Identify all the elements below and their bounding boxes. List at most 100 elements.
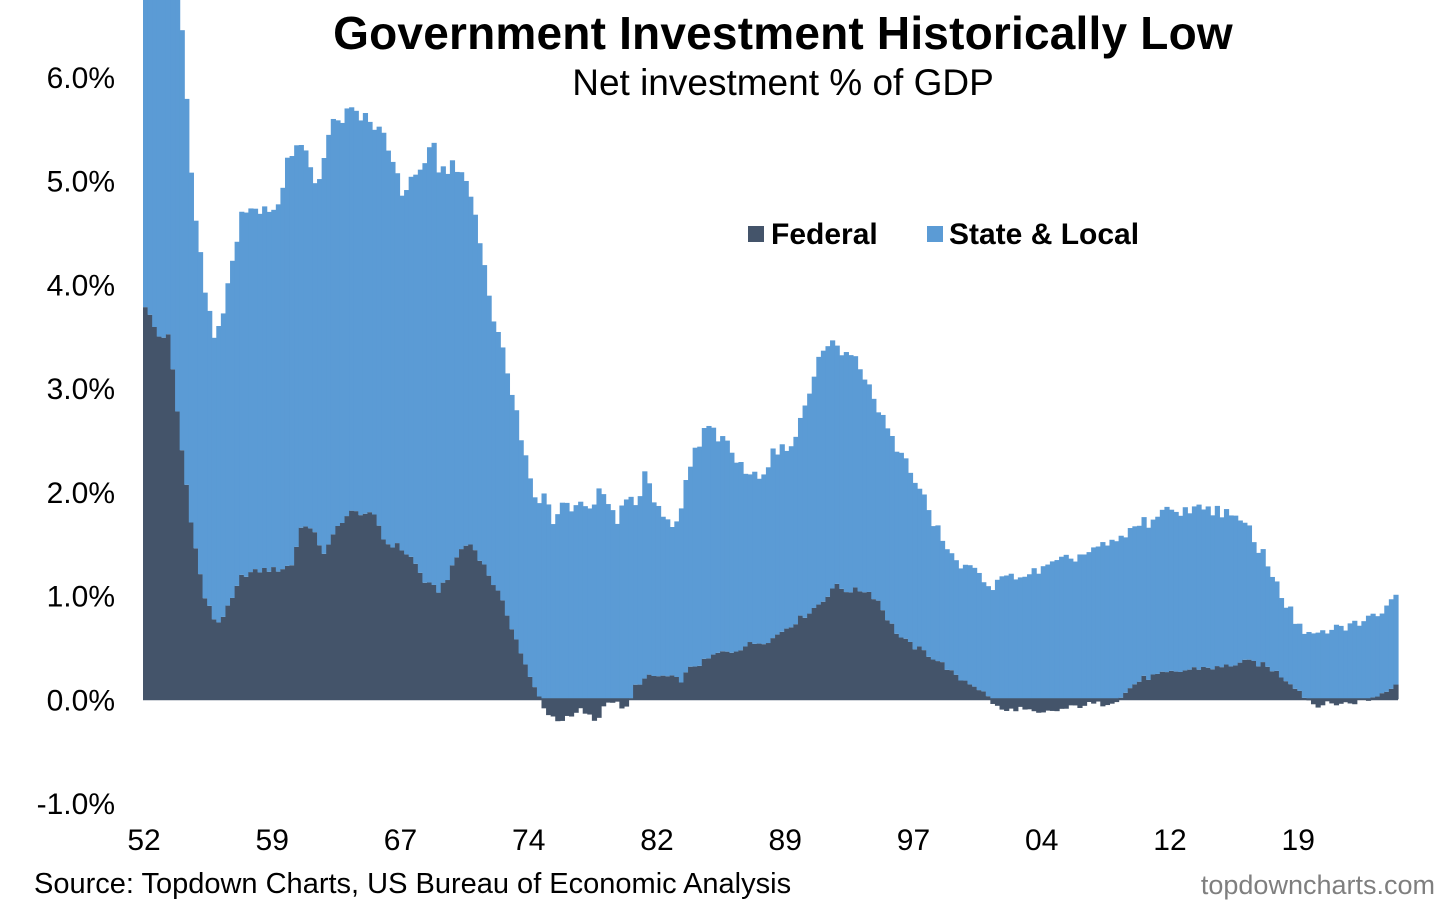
state-local-bar xyxy=(1384,605,1390,692)
state-local-bar xyxy=(958,568,964,681)
state-local-bar xyxy=(976,572,982,691)
source-note: Source: Topdown Charts, US Bureau of Eco… xyxy=(34,868,792,900)
state-local-bar xyxy=(972,567,978,687)
state-local-bar xyxy=(211,337,217,620)
state-local-bar xyxy=(381,132,387,540)
state-local-bar xyxy=(243,212,249,577)
federal-bar xyxy=(362,513,369,700)
state-local-bar xyxy=(1086,552,1092,700)
state-local-bar xyxy=(1219,517,1225,668)
federal-bar xyxy=(972,686,978,700)
state-local-bar xyxy=(1256,552,1262,667)
state-local-bar xyxy=(935,525,941,662)
state-local-bar xyxy=(898,452,904,638)
federal-bar xyxy=(1219,667,1225,700)
federal-bar xyxy=(1379,693,1385,700)
state-local-bar xyxy=(147,0,153,315)
state-local-bar xyxy=(504,373,511,616)
federal-bar xyxy=(852,587,859,700)
state-local-bar xyxy=(637,496,643,685)
federal-bar xyxy=(642,678,648,700)
state-local-bar xyxy=(486,295,492,576)
state-local-bar xyxy=(170,0,176,370)
state-local-bar xyxy=(459,172,465,550)
state-local-bar xyxy=(1320,630,1326,700)
state-local-bar xyxy=(1260,549,1266,663)
federal-bar xyxy=(1086,699,1092,702)
federal-bar xyxy=(655,676,662,700)
federal-bar xyxy=(775,634,781,700)
state-local-bar xyxy=(797,417,804,616)
state-local-bar xyxy=(1022,576,1028,700)
state-local-bar xyxy=(1132,526,1138,685)
federal-bar xyxy=(660,675,666,700)
federal-bar xyxy=(921,650,927,700)
federal-bar xyxy=(550,699,556,717)
state-local-bar xyxy=(303,150,309,527)
federal-bar xyxy=(275,571,282,700)
x-tick-label: 12 xyxy=(1153,824,1186,857)
state-local-bar xyxy=(1278,598,1285,678)
federal-bar xyxy=(747,642,753,700)
state-local-bar xyxy=(770,448,776,639)
state-local-bar xyxy=(1297,623,1303,691)
state-local-bar xyxy=(1251,542,1257,662)
federal-bar xyxy=(280,569,286,700)
state-local-bar xyxy=(564,502,570,700)
federal-bar xyxy=(298,527,304,700)
federal-bar xyxy=(999,699,1005,710)
state-local-bar xyxy=(1274,581,1280,671)
state-local-bar xyxy=(523,455,529,665)
state-local-bar xyxy=(514,410,520,640)
state-local-bar xyxy=(266,211,272,572)
federal-bar xyxy=(752,643,758,700)
federal-bar xyxy=(903,638,909,700)
state-local-bar xyxy=(207,310,213,606)
federal-bar xyxy=(399,550,405,700)
federal-bar xyxy=(665,676,671,700)
state-local-bar xyxy=(862,379,868,593)
legend-label-state-local: State & Local xyxy=(949,218,1139,251)
state-local-bar xyxy=(1049,561,1056,700)
state-local-bar xyxy=(1347,623,1353,700)
federal-bar xyxy=(1164,672,1170,700)
federal-bar xyxy=(729,652,735,700)
state-local-bar xyxy=(1205,506,1211,668)
state-local-bar xyxy=(1036,573,1042,700)
y-tick-label: 0.0% xyxy=(47,684,115,717)
state-local-bar xyxy=(1159,509,1165,672)
federal-bar xyxy=(468,544,474,700)
federal-bar xyxy=(637,684,643,700)
state-local-bar xyxy=(811,376,817,608)
state-local-bar xyxy=(683,480,689,673)
federal-bar xyxy=(907,641,914,700)
state-local-bar xyxy=(1164,506,1170,673)
state-local-bar xyxy=(385,150,391,545)
state-local-bar xyxy=(1375,616,1381,697)
state-local-bar xyxy=(1237,520,1243,663)
federal-bar xyxy=(1027,699,1033,710)
state-local-bar xyxy=(1182,507,1188,671)
state-local-bar xyxy=(298,144,304,528)
state-local-bar xyxy=(362,113,369,514)
state-local-bar xyxy=(271,209,277,568)
state-local-bar xyxy=(491,321,497,586)
federal-bar xyxy=(248,572,254,700)
state-local-bar xyxy=(1123,537,1129,693)
federal-bar xyxy=(211,619,217,700)
state-local-bar xyxy=(1329,629,1335,700)
state-local-bar xyxy=(1210,515,1216,670)
federal-bar xyxy=(518,653,524,700)
federal-bar xyxy=(523,664,529,700)
state-local-bar xyxy=(720,436,726,652)
state-local-bar xyxy=(1150,519,1156,675)
federal-bar xyxy=(262,567,268,700)
x-tick-label: 04 xyxy=(1025,824,1058,857)
state-local-bar xyxy=(1288,606,1294,685)
state-local-bar xyxy=(431,142,437,585)
state-local-bar xyxy=(999,576,1005,700)
x-tick-label: 59 xyxy=(256,824,289,857)
state-local-bar xyxy=(610,510,616,700)
state-local-bar xyxy=(1095,546,1101,700)
federal-bar xyxy=(445,580,451,700)
